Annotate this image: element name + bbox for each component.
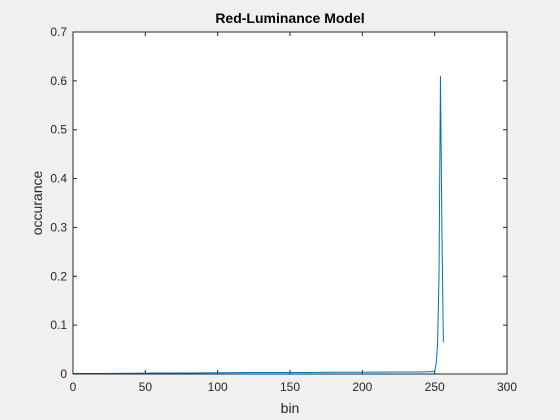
y-tick-label: 0.5 — [50, 123, 67, 137]
x-tick-label: 50 — [139, 380, 153, 394]
x-tick-label: 200 — [352, 380, 372, 394]
x-tick-label: 0 — [70, 380, 77, 394]
y-tick-label: 0.2 — [50, 269, 67, 283]
chart-title: Red-Luminance Model — [215, 10, 364, 26]
y-tick-label: 0.1 — [50, 318, 67, 332]
x-tick-label: 150 — [280, 380, 300, 394]
x-tick-label: 250 — [425, 380, 445, 394]
x-tick-label: 100 — [208, 380, 228, 394]
x-axis-label: bin — [281, 400, 300, 416]
y-tick-label: 0.3 — [50, 220, 67, 234]
y-axis-label: occurance — [29, 170, 45, 235]
y-tick-label: 0 — [60, 367, 67, 381]
y-tick-label: 0.4 — [50, 172, 67, 186]
x-tick-label: 300 — [497, 380, 517, 394]
y-tick-label: 0.7 — [50, 25, 67, 39]
y-tick-label: 0.6 — [50, 74, 67, 88]
